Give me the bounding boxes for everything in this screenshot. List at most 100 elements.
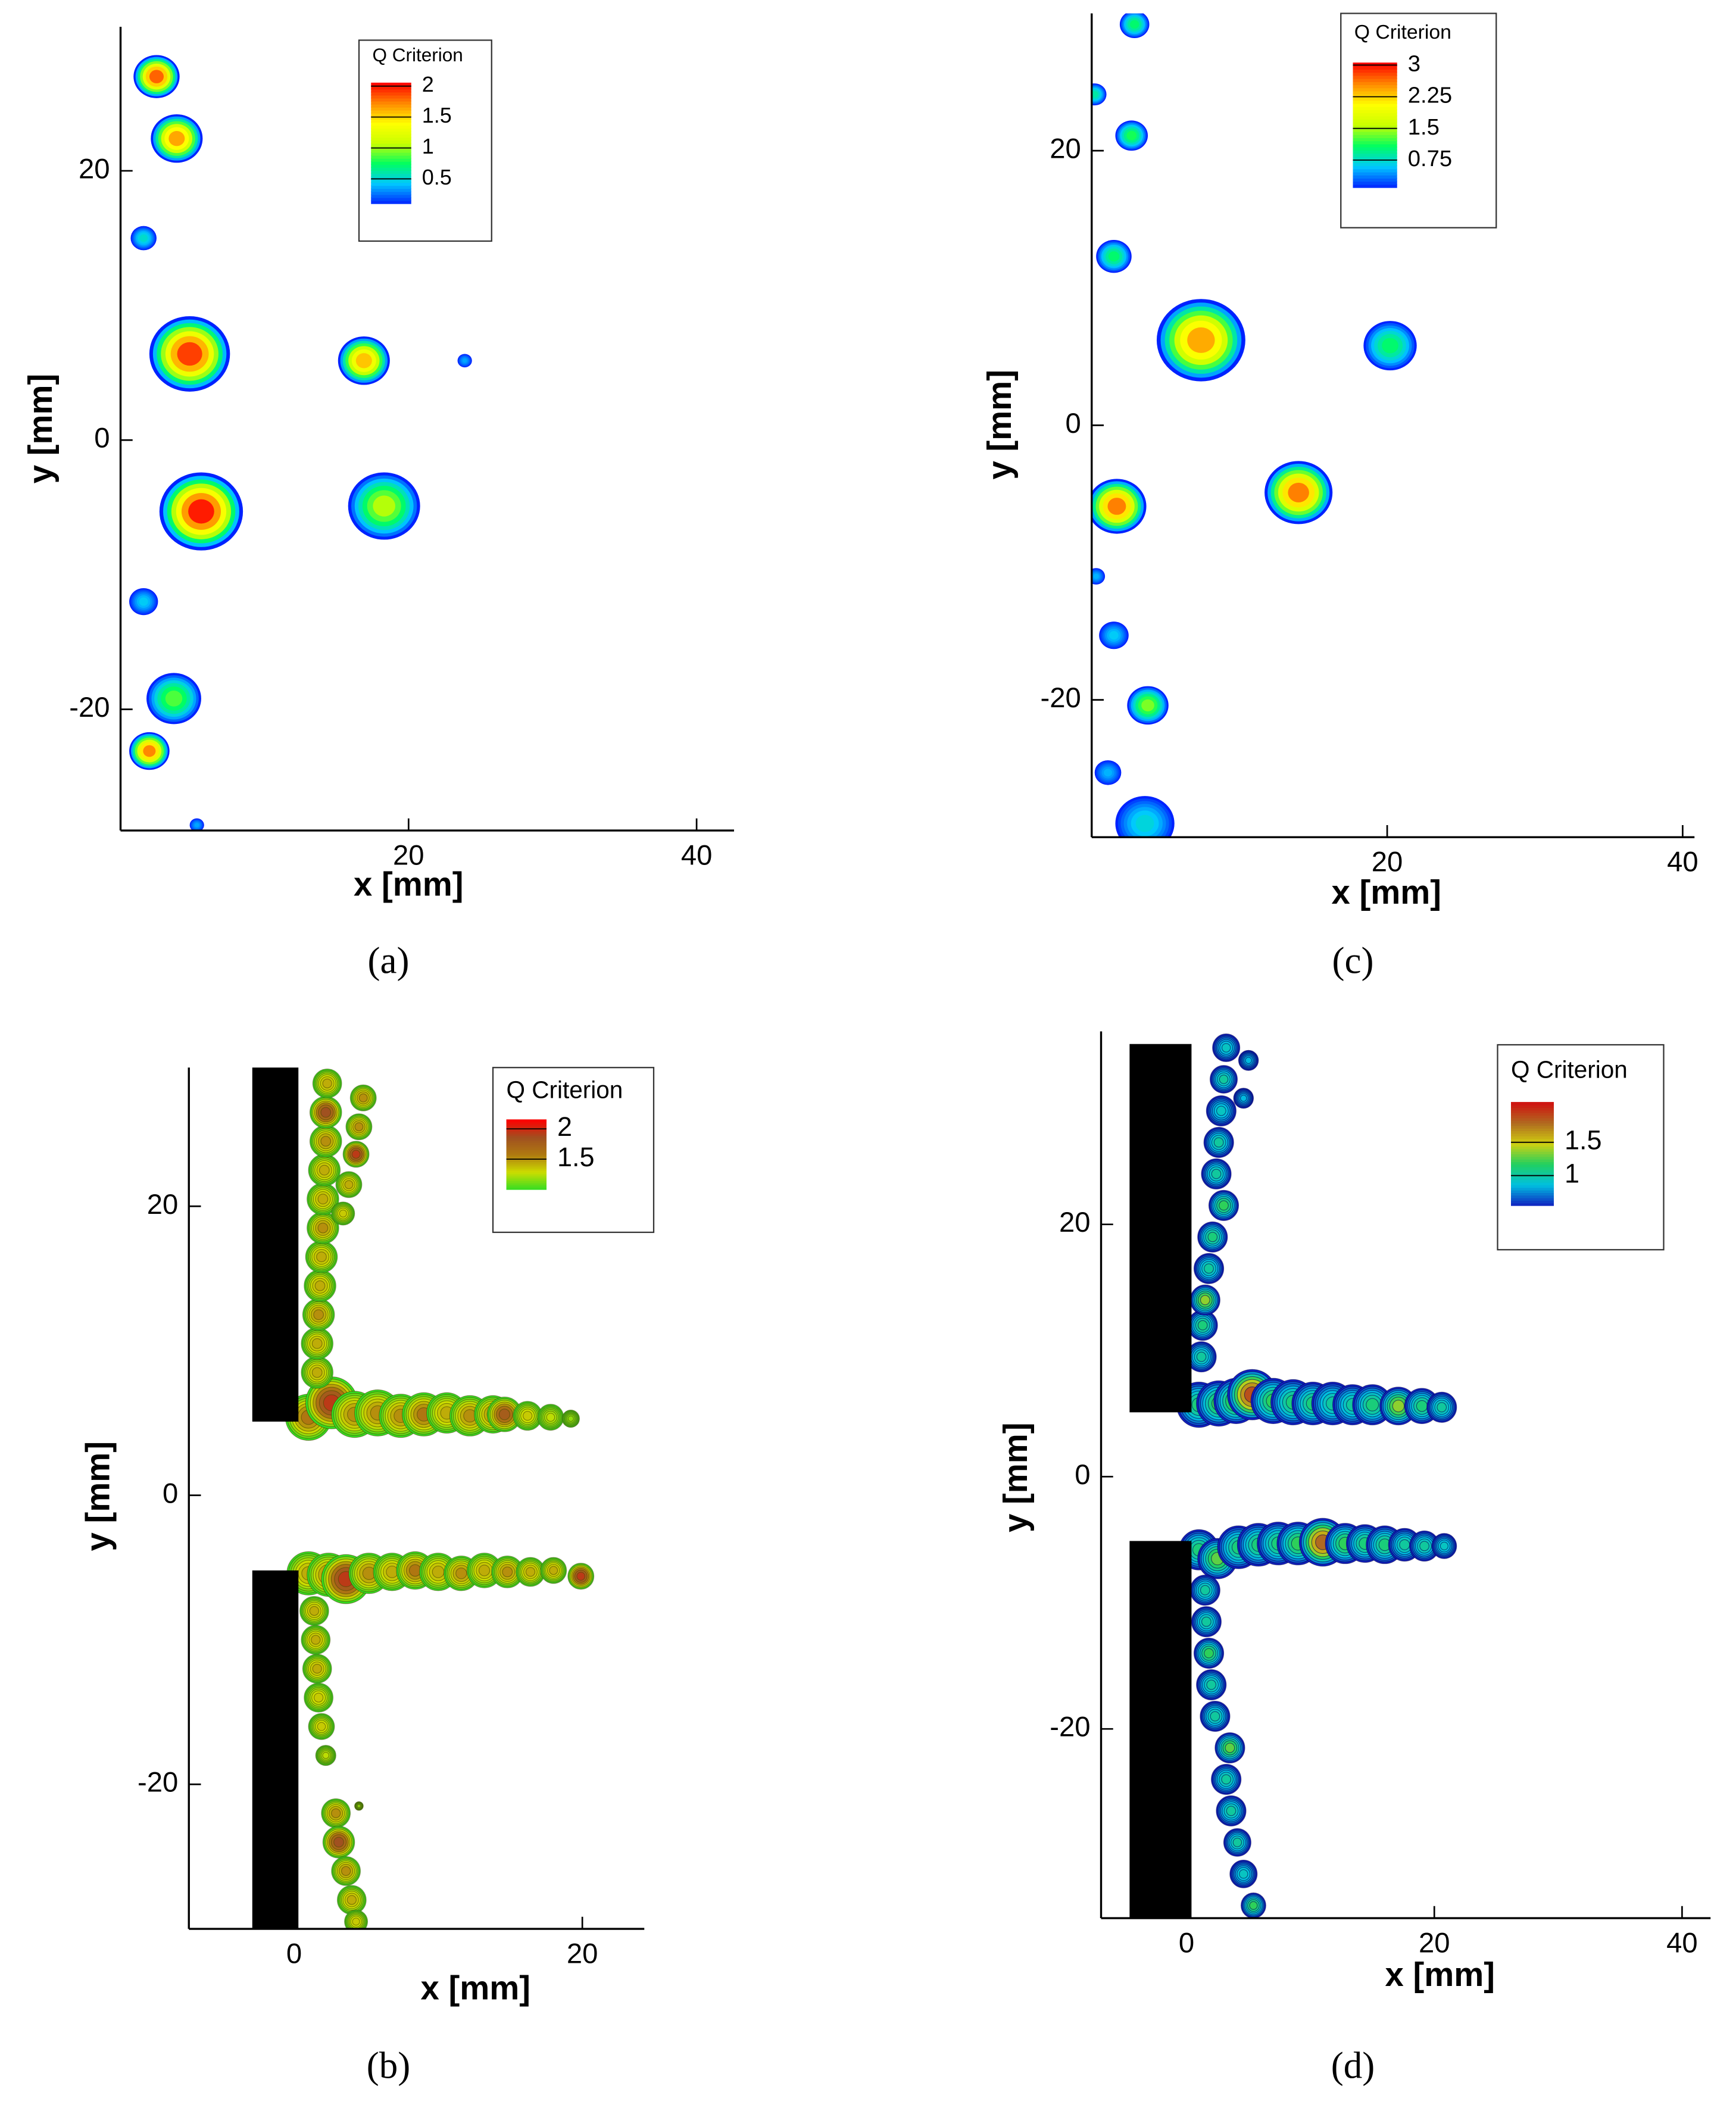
colorbar-band [1353,156,1397,160]
colorbar-band [371,188,411,192]
contour-level [1093,573,1099,579]
colorbar-band [506,1142,547,1145]
colorbar-band [1511,1112,1554,1116]
panel: 20 40 20 0 -20 x [mm] y [mm] (a) Q Criterion 2 1.5… [21,27,734,981]
colorbar-band [1353,174,1397,179]
contour-level [1249,1901,1258,1910]
contour-level [322,1751,330,1759]
y-tick-label: 0 [1065,408,1081,439]
colorbar-band [506,1154,547,1157]
colorbar-band [1353,90,1397,95]
x-tick-label: 40 [681,839,713,871]
vortex [1229,1859,1258,1888]
vortex [149,316,230,392]
colorbar-band [1511,1148,1554,1152]
colorbar-band [1511,1182,1554,1186]
colorbar-band [1511,1145,1554,1150]
colorbar-band [1353,93,1397,98]
colorbar-band [1511,1128,1554,1132]
colorbar-band [1353,159,1397,163]
colorbar-band [506,1175,547,1178]
colorbar-band [506,1156,547,1159]
contour-level [549,1566,558,1575]
contour-level [1135,814,1154,832]
colorbar-band [1353,162,1397,167]
colorbar-band [506,1149,547,1152]
contour-level [311,1367,323,1378]
contour-level [322,1078,332,1089]
colorbar-band [371,194,411,198]
vortex [1115,796,1175,838]
colorbar-band [1511,1166,1554,1170]
vortex [1206,1095,1237,1126]
contour-level [346,1895,357,1905]
colorbar-band [371,191,411,195]
colorbar-band [371,101,411,105]
colorbar-band [1511,1195,1554,1198]
colorbar-band [506,1159,547,1162]
colorbar-band [1353,140,1397,145]
contour-level [317,1194,329,1205]
contour-level [1107,498,1126,515]
colorbar-band [1353,127,1397,132]
contour-level [462,358,467,363]
colorbar-band [371,200,411,204]
colorbar-band [1353,146,1397,151]
colorbar-label: 1.5 [422,103,452,127]
colorbar-band [371,88,411,93]
contour-level [1204,1648,1214,1659]
vortex [342,1141,370,1168]
colorbar [1353,63,1397,188]
colorbar-band [1511,1117,1554,1121]
vortex [310,1096,342,1129]
colorbar-band [1353,96,1397,101]
contour-level [1419,1541,1429,1551]
contour-level [1141,699,1154,711]
colorbar-label: 1.5 [1565,1125,1602,1156]
vortex [486,1397,523,1432]
colorbar-band [1353,168,1397,173]
contour-level [354,1122,364,1132]
x-axis-label: x [mm] [421,1969,530,2006]
contour-level [320,1107,332,1118]
vortex [1216,1795,1247,1826]
contour-level [1240,1094,1247,1102]
legend-title: Q Criterion [373,44,463,65]
vortex [335,1171,363,1198]
legend-title: Q Criterion [1354,21,1451,43]
vortex [1091,83,1107,106]
colorbar-band [506,1121,547,1124]
colorbar-band [1511,1158,1554,1163]
vortex [1200,1701,1231,1732]
vortex [310,1125,342,1158]
contour-level [317,1222,329,1234]
y-tick-label: -20 [1040,682,1081,714]
colorbar-band [1353,78,1397,82]
x-tick-label: 20 [1419,1927,1450,1959]
colorbar-band [1511,1202,1554,1206]
panel-label: (c) [1332,939,1374,981]
vortex [1214,1732,1245,1763]
colorbar-band [1511,1107,1554,1111]
colorbar-band [371,115,411,120]
colorbar-band [506,1150,547,1154]
contour-level [1219,1200,1229,1211]
vortex [129,732,170,770]
vortex [129,588,158,616]
colorbar-band [1353,137,1397,142]
colorbar-band [506,1140,547,1143]
vortex [307,1211,339,1244]
vortex [1191,1606,1222,1638]
colorbar-band [506,1123,547,1126]
x-tick-label: 20 [567,1938,598,1969]
vortex [308,1154,341,1186]
contour-level [1200,1585,1210,1595]
colorbar-band [1353,143,1397,148]
colorbar-label: 0.5 [422,165,452,189]
colorbar-label: 1.5 [557,1142,595,1172]
contour-level [311,1338,323,1349]
x-tick-label: 40 [1666,1927,1698,1959]
contour-level [1216,1106,1226,1116]
vortex [133,55,180,98]
contour-field [1091,13,1417,838]
